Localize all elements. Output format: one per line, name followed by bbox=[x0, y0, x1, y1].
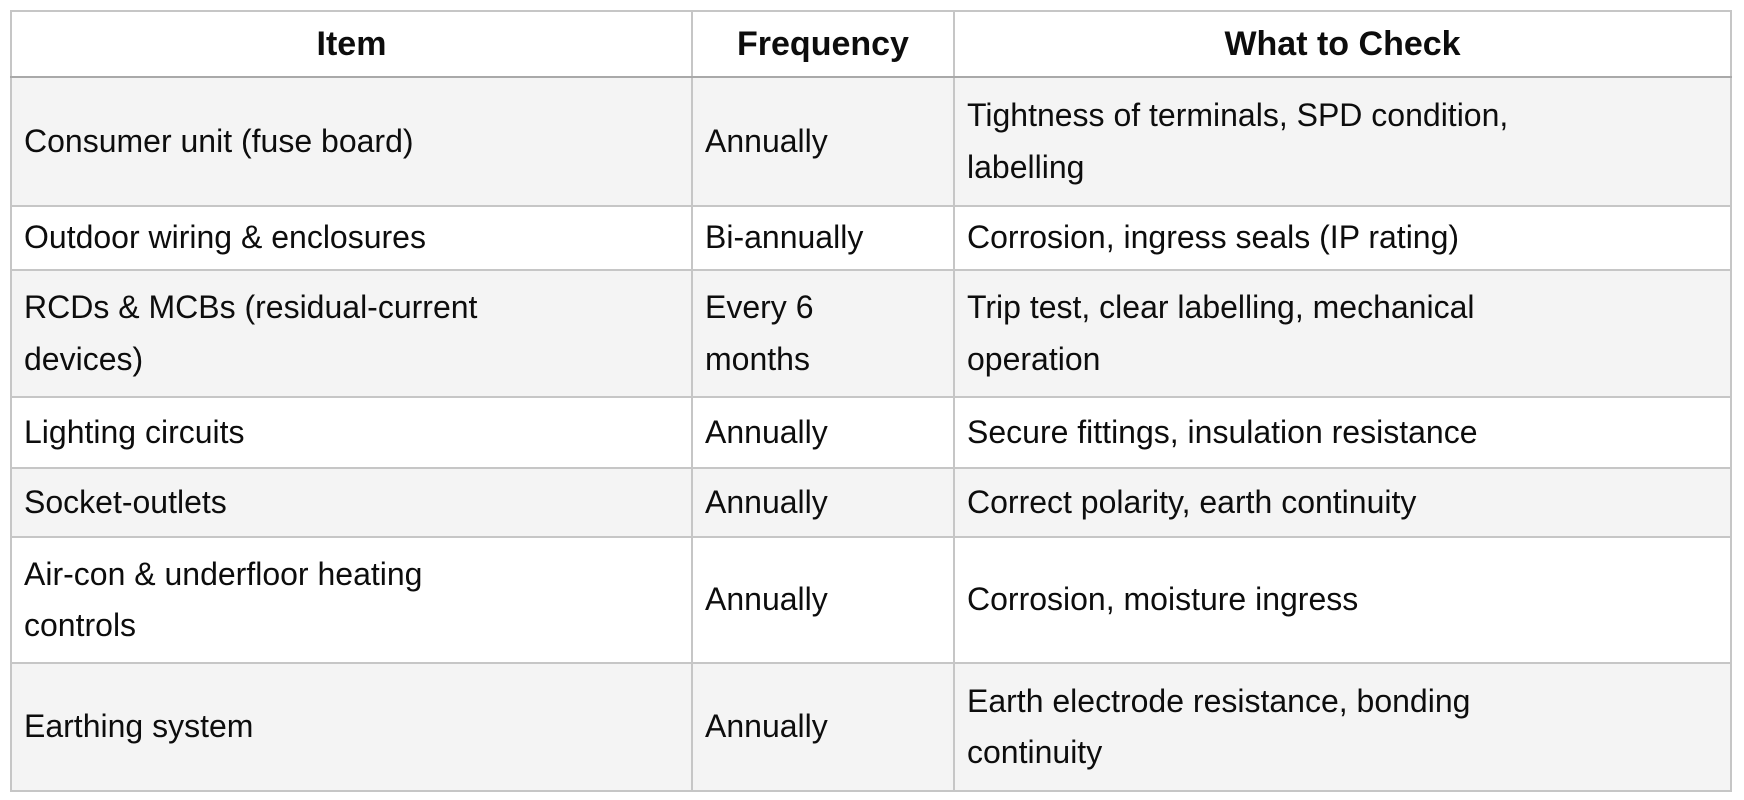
header-row: Item Frequency What to Check bbox=[10, 10, 1732, 78]
cell-text: Corrosion, moisture ingress bbox=[967, 581, 1359, 618]
cell-frequency: Annually bbox=[691, 662, 955, 792]
cell-what-to-check: Corrosion, ingress seals (IP rating) bbox=[953, 205, 1732, 271]
cell-what-to-check: Trip test, clear labelling, mechanical o… bbox=[953, 269, 1732, 398]
cell-item: Air-con & underfloor heating controls bbox=[10, 536, 693, 664]
cell-item: RCDs & MCBs (residual-current devices) bbox=[10, 269, 693, 398]
cell-text: Annually bbox=[705, 581, 828, 618]
cell-what-to-check: Secure fittings, insulation resistance bbox=[953, 396, 1732, 469]
cell-text: Annually bbox=[705, 708, 828, 745]
cell-text: Bi-annually bbox=[705, 219, 864, 256]
cell-what-to-check: Corrosion, moisture ingress bbox=[953, 536, 1732, 664]
cell-text: Air-con & underfloor heating controls bbox=[24, 555, 423, 643]
column-header-frequency: Frequency bbox=[691, 10, 955, 78]
maintenance-schedule-table: Item Frequency What to Check Consumer un… bbox=[10, 10, 1732, 792]
cell-frequency: Annually bbox=[691, 536, 955, 664]
cell-frequency: Annually bbox=[691, 76, 955, 207]
cell-item: Consumer unit (fuse board) bbox=[10, 76, 693, 207]
table-row: RCDs & MCBs (residual-current devices) E… bbox=[10, 269, 1732, 398]
cell-item: Earthing system bbox=[10, 662, 693, 792]
cell-frequency: Annually bbox=[691, 467, 955, 538]
cell-text: Lighting circuits bbox=[24, 413, 245, 450]
cell-text: Tightness of terminals, SPD condition, l… bbox=[967, 97, 1509, 185]
table-header: Item Frequency What to Check bbox=[10, 10, 1732, 78]
cell-text: Annually bbox=[705, 122, 828, 159]
table-row: Outdoor wiring & enclosures Bi-annually … bbox=[10, 205, 1732, 271]
column-header-item: Item bbox=[10, 10, 693, 78]
table-row: Lighting circuits Annually Secure fittin… bbox=[10, 396, 1732, 469]
cell-what-to-check: Correct polarity, earth continuity bbox=[953, 467, 1732, 538]
column-header-what-to-check: What to Check bbox=[953, 10, 1732, 78]
cell-text: Outdoor wiring & enclosures bbox=[24, 219, 426, 256]
cell-what-to-check: Earth electrode resistance, bonding cont… bbox=[953, 662, 1732, 792]
cell-text: Corrosion, ingress seals (IP rating) bbox=[967, 219, 1460, 256]
cell-frequency: Bi-annually bbox=[691, 205, 955, 271]
cell-text: Correct polarity, earth continuity bbox=[967, 483, 1417, 520]
cell-text: Annually bbox=[705, 483, 828, 520]
table-row: Earthing system Annually Earth electrode… bbox=[10, 662, 1732, 792]
cell-text: Trip test, clear labelling, mechanical o… bbox=[967, 289, 1475, 377]
table-row: Air-con & underfloor heating controls An… bbox=[10, 536, 1732, 664]
cell-text: Earth electrode resistance, bonding cont… bbox=[967, 682, 1471, 770]
cell-frequency: Annually bbox=[691, 396, 955, 469]
cell-text: Every 6 months bbox=[705, 289, 814, 377]
cell-item: Socket-outlets bbox=[10, 467, 693, 538]
cell-text: Annually bbox=[705, 413, 828, 450]
cell-what-to-check: Tightness of terminals, SPD condition, l… bbox=[953, 76, 1732, 207]
cell-text: RCDs & MCBs (residual-current devices) bbox=[24, 289, 478, 377]
cell-item: Lighting circuits bbox=[10, 396, 693, 469]
table-row: Socket-outlets Annually Correct polarity… bbox=[10, 467, 1732, 538]
cell-text: Secure fittings, insulation resistance bbox=[967, 413, 1478, 450]
cell-frequency: Every 6 months bbox=[691, 269, 955, 398]
cell-item: Outdoor wiring & enclosures bbox=[10, 205, 693, 271]
table-body: Consumer unit (fuse board) Annually Tigh… bbox=[10, 76, 1732, 792]
cell-text: Consumer unit (fuse board) bbox=[24, 122, 414, 159]
cell-text: Earthing system bbox=[24, 708, 254, 745]
table-row: Consumer unit (fuse board) Annually Tigh… bbox=[10, 76, 1732, 207]
cell-text: Socket-outlets bbox=[24, 483, 227, 520]
